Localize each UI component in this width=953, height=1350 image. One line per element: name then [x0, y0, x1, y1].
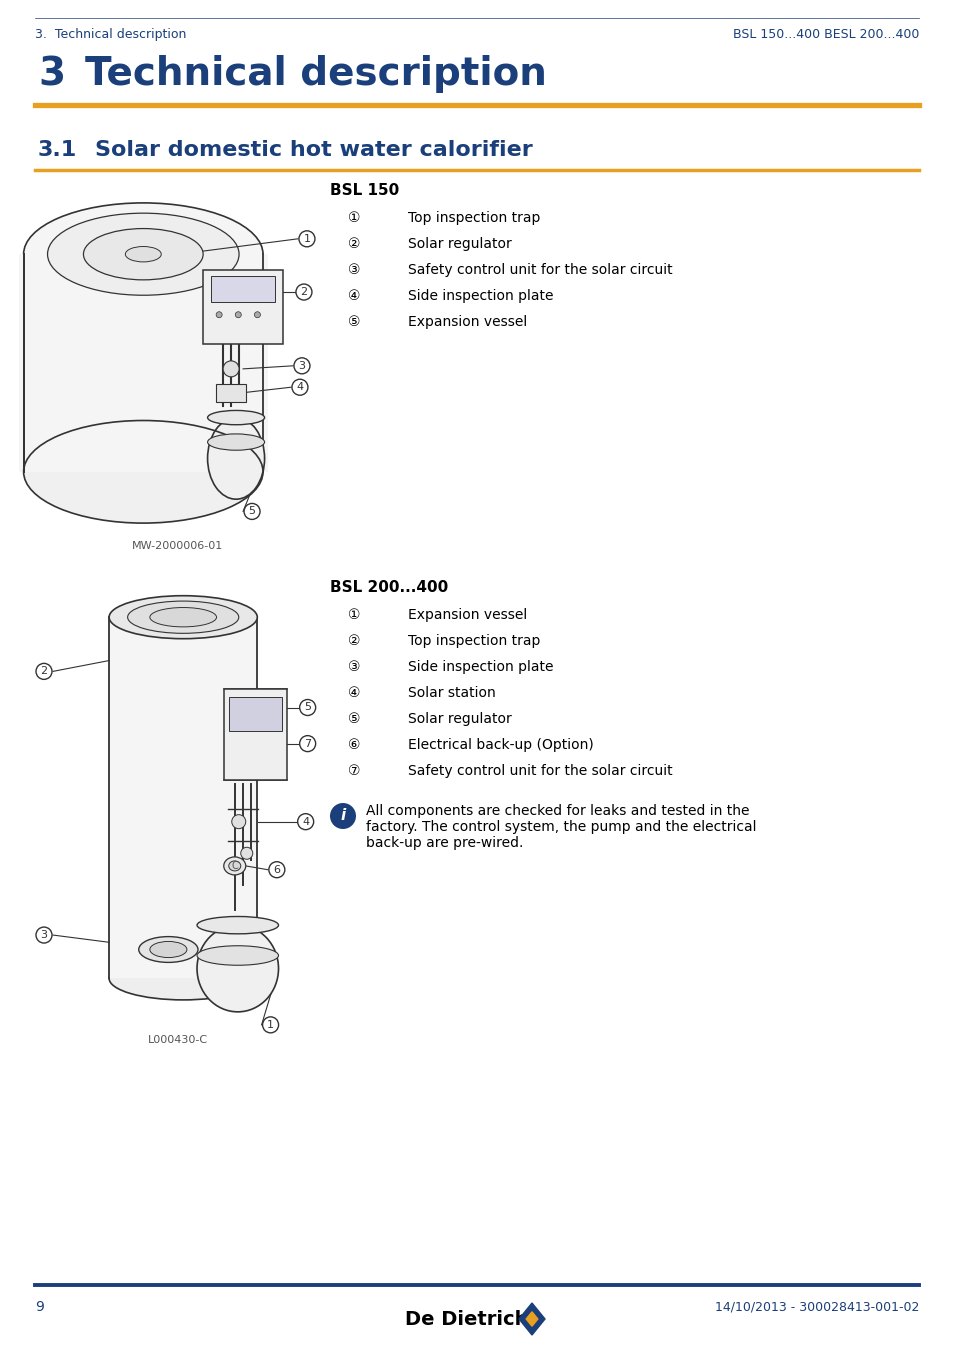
- Ellipse shape: [197, 925, 278, 1012]
- Text: 2: 2: [300, 288, 307, 297]
- Text: ⑤: ⑤: [348, 711, 360, 726]
- Text: All components are checked for leaks and tested in the: All components are checked for leaks and…: [366, 805, 749, 818]
- Ellipse shape: [208, 417, 264, 500]
- Text: Safety control unit for the solar circuit: Safety control unit for the solar circui…: [408, 764, 672, 778]
- Text: 14/10/2013 - 300028413-001-02: 14/10/2013 - 300028413-001-02: [714, 1300, 918, 1314]
- Text: L000430-C: L000430-C: [148, 1035, 208, 1045]
- Text: Solar domestic hot water calorifier: Solar domestic hot water calorifier: [95, 140, 532, 161]
- Ellipse shape: [24, 202, 263, 305]
- Text: Electrical back-up (Option): Electrical back-up (Option): [408, 738, 593, 752]
- Ellipse shape: [109, 957, 257, 1000]
- Text: 7: 7: [304, 738, 311, 749]
- Text: 4: 4: [302, 817, 309, 826]
- Text: 1: 1: [267, 1019, 274, 1030]
- Text: ②: ②: [348, 238, 360, 251]
- Text: factory. The control system, the pump and the electrical: factory. The control system, the pump an…: [366, 819, 756, 834]
- Text: C: C: [232, 861, 238, 871]
- Text: 3.  Technical description: 3. Technical description: [35, 28, 186, 40]
- Text: Solar station: Solar station: [408, 686, 496, 701]
- Bar: [211, 275, 274, 302]
- Ellipse shape: [125, 247, 161, 262]
- Ellipse shape: [197, 917, 278, 934]
- Text: ③: ③: [348, 660, 360, 674]
- Ellipse shape: [197, 946, 278, 965]
- Text: ⑥: ⑥: [348, 738, 360, 752]
- Ellipse shape: [224, 857, 246, 875]
- Text: Side inspection plate: Side inspection plate: [408, 289, 553, 302]
- Bar: [18, 254, 268, 471]
- Text: ④: ④: [348, 686, 360, 701]
- Text: ④: ④: [348, 289, 360, 302]
- Text: back-up are pre-wired.: back-up are pre-wired.: [366, 836, 523, 850]
- Ellipse shape: [138, 937, 198, 963]
- Text: Top inspection trap: Top inspection trap: [408, 211, 539, 225]
- Circle shape: [235, 312, 241, 317]
- Polygon shape: [518, 1303, 544, 1335]
- Ellipse shape: [128, 601, 238, 633]
- Text: 1: 1: [303, 234, 310, 244]
- Text: 5: 5: [304, 702, 311, 713]
- Text: ⑦: ⑦: [348, 764, 360, 778]
- Text: 2: 2: [40, 667, 48, 676]
- Text: 3: 3: [298, 360, 305, 371]
- Circle shape: [216, 312, 222, 317]
- Text: i: i: [340, 809, 345, 824]
- Text: Technical description: Technical description: [85, 55, 546, 93]
- Text: MW-2000006-01: MW-2000006-01: [132, 541, 223, 551]
- Text: 6: 6: [274, 865, 280, 875]
- Bar: [224, 690, 286, 780]
- Text: 9: 9: [35, 1300, 44, 1314]
- Text: 3: 3: [38, 55, 65, 93]
- Ellipse shape: [24, 420, 263, 522]
- Text: 3: 3: [40, 930, 48, 940]
- Text: 4: 4: [296, 382, 303, 393]
- Ellipse shape: [150, 941, 187, 957]
- Text: Solar regulator: Solar regulator: [408, 711, 511, 726]
- Text: Expansion vessel: Expansion vessel: [408, 315, 527, 329]
- Text: Top inspection trap: Top inspection trap: [408, 634, 539, 648]
- Text: De Dietrich: De Dietrich: [405, 1310, 528, 1328]
- Circle shape: [254, 312, 260, 317]
- Ellipse shape: [150, 608, 216, 626]
- Text: BSL 150: BSL 150: [330, 184, 399, 198]
- Ellipse shape: [83, 228, 203, 279]
- Text: Side inspection plate: Side inspection plate: [408, 660, 553, 674]
- Text: ①: ①: [348, 608, 360, 622]
- Circle shape: [232, 814, 246, 829]
- Ellipse shape: [208, 410, 264, 425]
- Ellipse shape: [208, 433, 264, 451]
- Text: ⑤: ⑤: [348, 315, 360, 329]
- Circle shape: [330, 803, 355, 829]
- Bar: [215, 385, 246, 402]
- Text: BSL 200...400: BSL 200...400: [330, 580, 448, 595]
- Bar: [229, 697, 281, 730]
- Text: ①: ①: [348, 211, 360, 225]
- Text: ③: ③: [348, 263, 360, 277]
- Text: 5: 5: [249, 506, 255, 517]
- Ellipse shape: [229, 861, 240, 871]
- Bar: [109, 617, 257, 979]
- Ellipse shape: [109, 595, 257, 639]
- Text: Solar regulator: Solar regulator: [408, 238, 511, 251]
- Text: 3.1: 3.1: [38, 140, 77, 161]
- Circle shape: [223, 360, 239, 377]
- Text: ②: ②: [348, 634, 360, 648]
- Ellipse shape: [48, 213, 239, 296]
- Circle shape: [240, 848, 253, 859]
- Bar: [203, 270, 283, 344]
- Text: BSL 150...400 BESL 200...400: BSL 150...400 BESL 200...400: [732, 28, 918, 40]
- Polygon shape: [526, 1312, 537, 1326]
- Text: Safety control unit for the solar circuit: Safety control unit for the solar circui…: [408, 263, 672, 277]
- Text: Expansion vessel: Expansion vessel: [408, 608, 527, 622]
